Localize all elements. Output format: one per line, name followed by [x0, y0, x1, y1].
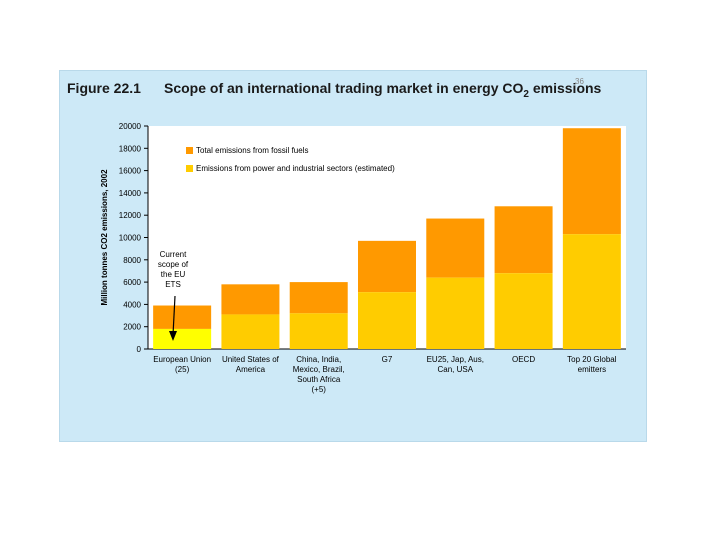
- x-category-label: South Africa: [297, 375, 341, 384]
- bar-power-0: [153, 328, 212, 349]
- annotation-text: scope of: [158, 260, 189, 269]
- annotation-text: the EU: [161, 270, 186, 279]
- x-category-label: EU25, Jap, Aus,: [427, 355, 484, 364]
- x-category-label: European Union: [153, 355, 211, 364]
- bar-total-6: [562, 128, 621, 235]
- bar-power-3: [358, 292, 416, 349]
- emissions-chart: 0 2000 4000 6000 8000 10000 12000 14000 16000 180…: [100, 122, 626, 394]
- legend-label: Total emissions from fossil fuels: [196, 146, 308, 155]
- figure-title: Scope of an international trading market…: [164, 80, 601, 100]
- y-tick-label: 0: [137, 345, 142, 354]
- figure-label: Figure 22.1: [67, 80, 141, 96]
- x-category-label: OECD: [512, 355, 535, 364]
- figure-panel: Figure 22.1 Scope of an international tr…: [59, 70, 647, 442]
- bar-total-2: [289, 282, 348, 314]
- x-category-label: Top 20 Global: [567, 355, 617, 364]
- x-category-label: (25): [175, 365, 190, 374]
- y-tick-label: 6000: [123, 278, 141, 287]
- annotation-arrow-line: [172, 295, 176, 336]
- x-category-label: Mexico, Brazil,: [293, 365, 345, 374]
- bar-power-4: [426, 277, 485, 349]
- y-tick-label: 16000: [119, 167, 142, 176]
- legend-label: Emissions from power and industrial sect…: [196, 164, 395, 173]
- y-tick-label: 14000: [119, 189, 142, 198]
- annotation-arrow-head: [169, 331, 177, 341]
- bar-power-1: [221, 314, 280, 349]
- y-tick-label: 2000: [123, 323, 141, 332]
- y-tick-label: 20000: [119, 122, 142, 131]
- bar-total-1: [221, 284, 280, 315]
- x-category-label: (+5): [311, 385, 326, 394]
- bar-power-6: [562, 234, 621, 349]
- bar-total-5: [494, 206, 553, 274]
- annotation-text: ETS: [165, 280, 181, 289]
- x-category-label: G7: [382, 355, 393, 364]
- bar-power-5: [494, 273, 553, 349]
- bar-total-0: [153, 305, 212, 329]
- legend-swatch-0: [186, 147, 193, 154]
- y-tick-label: 8000: [123, 256, 141, 265]
- slide-number: 36: [575, 77, 584, 86]
- legend-swatch-1: [186, 165, 193, 172]
- y-axis-title: Million tonnes CO2 emissions, 2002: [100, 169, 109, 306]
- y-tick-label: 4000: [123, 300, 141, 309]
- x-category-label: United States of: [222, 355, 280, 364]
- y-tick-label: 18000: [119, 144, 142, 153]
- x-category-label: Can, USA: [437, 365, 473, 374]
- y-tick-label: 10000: [119, 234, 142, 243]
- bar-total-3: [358, 240, 416, 293]
- bar-power-2: [289, 313, 348, 349]
- figure-title-suffix: emissions: [528, 80, 602, 96]
- y-tick-label: 12000: [119, 211, 142, 220]
- x-category-label: China, India,: [296, 355, 341, 364]
- figure-title-subscript: 2: [523, 88, 529, 100]
- x-category-label: emitters: [578, 365, 606, 374]
- annotation-text: Current: [160, 250, 187, 259]
- figure-title-text: Scope of an international trading market…: [164, 80, 524, 96]
- x-category-label: America: [236, 365, 266, 374]
- bar-total-4: [426, 218, 485, 278]
